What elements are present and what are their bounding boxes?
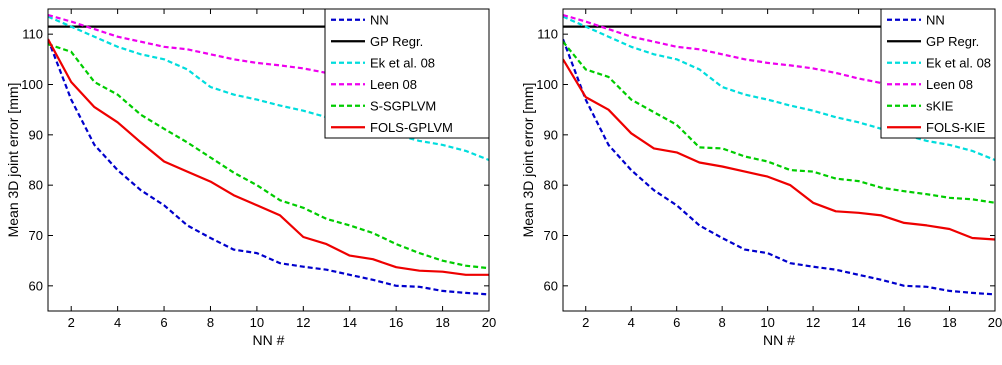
y-tick-label: 100	[21, 77, 43, 92]
legend-box	[880, 8, 996, 139]
x-tick-label: 16	[389, 315, 403, 330]
legend-label: Ek et al. 08	[370, 55, 435, 70]
series-line-ek-et-al-08	[563, 15, 995, 162]
y-tick-label: 90	[29, 127, 43, 142]
legend-label: NN	[370, 12, 389, 27]
legend: NN GP Regr. Ek et al. 08 Leen 08 sKIE FOLS-KI…	[880, 8, 996, 139]
legend-label: FOLS-GPLVM	[370, 120, 453, 135]
y-axis-label: Mean 3D joint error [mm]	[5, 83, 21, 238]
legend-box	[324, 8, 490, 139]
legend-label: Leen 08	[370, 77, 417, 92]
series-line-fols-kie	[563, 58, 995, 241]
chart-panel-2: 2 4 6 8 10 12 14 16 18 20 60 70 80 90 100 110 NN # Mean 3…	[520, 8, 1002, 348]
y-tick-label: 100	[536, 77, 558, 92]
x-tick-label: 8	[719, 315, 726, 330]
y-tick-label: 90	[544, 127, 558, 142]
x-tick-label: 8	[207, 315, 214, 330]
x-tick-label: 10	[760, 315, 774, 330]
x-axis-label: NN #	[763, 332, 795, 348]
x-axis-label: NN #	[253, 332, 285, 348]
x-tick-label: 20	[482, 315, 496, 330]
y-tick-label: 70	[544, 228, 558, 243]
x-tick-label: 2	[68, 315, 75, 330]
y-tick-label: 70	[29, 228, 43, 243]
x-tick-label: 14	[851, 315, 865, 330]
legend-label: sKIE	[926, 98, 954, 113]
series-line-s-sgplvm	[48, 43, 489, 270]
x-tick-label: 14	[343, 315, 357, 330]
chart-panel-1: 2 4 6 8 10 12 14 16 18 20 60 70 80 90 100 110 NN # Mean 3…	[5, 8, 496, 348]
x-tick-label: 12	[296, 315, 310, 330]
y-tick-label: 80	[29, 178, 43, 193]
x-tick-label: 4	[628, 315, 635, 330]
x-tick-label: 18	[435, 315, 449, 330]
legend-label: Leen 08	[926, 77, 973, 92]
axes-box	[47, 8, 490, 312]
legend-label: GP Regr.	[370, 34, 423, 49]
series-line-skie	[563, 41, 995, 204]
x-tick-label: 12	[806, 315, 820, 330]
y-tick-label: 60	[29, 278, 43, 293]
y-tick-label: 60	[544, 278, 558, 293]
series-line-nn	[563, 38, 995, 296]
x-tick-label: 6	[160, 315, 167, 330]
legend: NN GP Regr. Ek et al. 08 Leen 08 S-SGPLVM FOL…	[324, 8, 490, 139]
x-tick-label: 20	[988, 315, 1002, 330]
legend-label: FOLS-KIE	[926, 120, 986, 135]
series-line-leen-08	[48, 13, 489, 100]
series-line-fols-gplvm	[48, 38, 489, 276]
x-tick-label: 16	[897, 315, 911, 330]
x-tick-label: 6	[673, 315, 680, 330]
x-tick-label: 2	[582, 315, 589, 330]
y-tick-label: 110	[537, 27, 558, 42]
legend-label: GP Regr.	[926, 34, 979, 49]
y-tick-label: 80	[544, 178, 558, 193]
y-tick-label: 110	[22, 27, 43, 42]
x-tick-label: 10	[250, 315, 264, 330]
legend-label: S-SGPLVM	[370, 98, 436, 113]
x-tick-label: 18	[942, 315, 956, 330]
axes-box	[562, 8, 996, 312]
legend-label: NN	[926, 12, 945, 27]
series-group	[563, 13, 995, 296]
x-tick-label: 4	[114, 315, 121, 330]
legend-label: Ek et al. 08	[926, 55, 991, 70]
series-line-nn	[48, 38, 489, 296]
y-axis-label: Mean 3D joint error [mm]	[520, 83, 536, 238]
